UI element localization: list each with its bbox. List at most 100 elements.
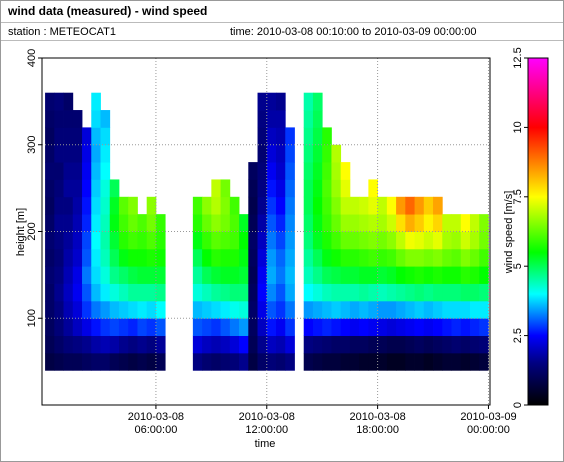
- heatmap-cell: [423, 231, 434, 250]
- heatmap-cell: [349, 196, 360, 215]
- heatmap-cell: [202, 283, 212, 302]
- heatmap-cell: [128, 300, 138, 319]
- heatmap-cell: [100, 110, 111, 128]
- heatmap-cell: [322, 231, 332, 250]
- heatmap-cell: [257, 231, 268, 250]
- heatmap-cell: [312, 162, 323, 180]
- heatmap-cell: [220, 266, 231, 284]
- heatmap-cell: [100, 266, 111, 284]
- heatmap-cell: [45, 352, 55, 371]
- heatmap-cell: [479, 335, 489, 354]
- heatmap-cell: [229, 335, 240, 354]
- heatmap-cell: [312, 92, 323, 111]
- y-axis-label: height [m]: [15, 208, 27, 256]
- heatmap-cell: [100, 231, 111, 250]
- heatmap-cell: [312, 214, 323, 232]
- heatmap-cell: [109, 283, 120, 302]
- heatmap-cell: [451, 266, 462, 284]
- heatmap-cell: [405, 318, 415, 336]
- heatmap-cell: [368, 335, 379, 354]
- heatmap-cell: [72, 266, 83, 284]
- heatmap-cell: [257, 110, 268, 128]
- heatmap-cell: [349, 318, 360, 336]
- heatmap-cell: [276, 283, 286, 302]
- heatmap-cell: [72, 127, 83, 146]
- heatmap-cell: [349, 266, 360, 284]
- heatmap-cell: [109, 179, 120, 198]
- heatmap-cell: [386, 318, 397, 336]
- heatmap-cell: [303, 318, 314, 336]
- heatmap-cell: [340, 300, 351, 319]
- heatmap-cell: [442, 352, 452, 371]
- heatmap-cell: [54, 179, 64, 198]
- heatmap-cell: [202, 196, 212, 215]
- heatmap-cell: [45, 127, 55, 146]
- heatmap-cell: [359, 352, 369, 371]
- heatmap-cell: [359, 214, 369, 232]
- heatmap-cell: [100, 335, 111, 354]
- x-axis-label: time: [255, 438, 276, 450]
- heatmap-cell: [285, 335, 295, 354]
- heatmap-cell: [312, 196, 323, 215]
- heatmap-cell: [100, 214, 111, 232]
- heatmap-cell: [423, 283, 434, 302]
- heatmap-cell: [303, 179, 314, 198]
- heatmap-cell: [248, 196, 258, 215]
- heatmap-cell: [54, 335, 64, 354]
- heatmap-cell: [63, 300, 74, 319]
- heatmap-cell: [91, 231, 101, 250]
- heatmap-cell: [340, 318, 351, 336]
- heatmap-cell: [322, 335, 332, 354]
- heatmap-cell: [54, 92, 64, 111]
- heatmap-cell: [285, 300, 295, 319]
- heatmap-cell: [100, 318, 111, 336]
- heatmap-cell: [63, 110, 74, 128]
- heatmap-cell: [54, 214, 64, 232]
- heatmap-cell: [146, 335, 157, 354]
- heatmap-cell: [137, 335, 148, 354]
- heatmap-cell: [63, 214, 74, 232]
- heatmap-cell: [109, 266, 120, 284]
- heatmap-cell: [100, 162, 111, 180]
- heatmap-cell: [312, 300, 323, 319]
- heatmap-cell: [72, 144, 83, 163]
- heatmap-cell: [91, 335, 101, 354]
- heatmap-cell: [469, 283, 480, 302]
- heatmap-cell: [377, 352, 388, 371]
- heatmap-cell: [155, 231, 166, 250]
- heatmap-cell: [303, 231, 314, 250]
- heatmap-cell: [72, 110, 83, 128]
- heatmap-cell: [396, 266, 406, 284]
- heatmap-cell: [396, 300, 406, 319]
- heatmap-cell: [423, 248, 434, 267]
- heatmap-cell: [396, 335, 406, 354]
- heatmap-cell: [405, 231, 415, 250]
- heatmap-cell: [82, 231, 92, 250]
- heatmap-cell: [266, 266, 277, 284]
- heatmap-cell: [331, 214, 342, 232]
- heatmap-cell: [257, 196, 268, 215]
- heatmap-cell: [248, 231, 258, 250]
- heatmap-cell: [359, 266, 369, 284]
- heatmap-cell: [442, 231, 452, 250]
- heatmap-cell: [479, 214, 489, 232]
- heatmap-cell: [423, 318, 434, 336]
- heatmap-cell: [248, 179, 258, 198]
- heatmap-cell: [414, 266, 425, 284]
- heatmap-cell: [266, 231, 277, 250]
- heatmap-cell: [146, 318, 157, 336]
- heatmap-cell: [54, 231, 64, 250]
- heatmap-cell: [220, 335, 231, 354]
- heatmap-cell: [469, 214, 480, 232]
- heatmap-cell: [239, 352, 249, 371]
- heatmap-cell: [276, 179, 286, 198]
- heatmap-cell: [137, 231, 148, 250]
- heatmap-cell: [155, 283, 166, 302]
- heatmap-cell: [146, 231, 157, 250]
- heatmap-cell: [72, 196, 83, 215]
- heatmap-cell: [266, 162, 277, 180]
- heatmap-cell: [331, 162, 342, 180]
- heatmap-cell: [220, 300, 231, 319]
- heatmap-cell: [63, 352, 74, 371]
- heatmap-cell: [285, 162, 295, 180]
